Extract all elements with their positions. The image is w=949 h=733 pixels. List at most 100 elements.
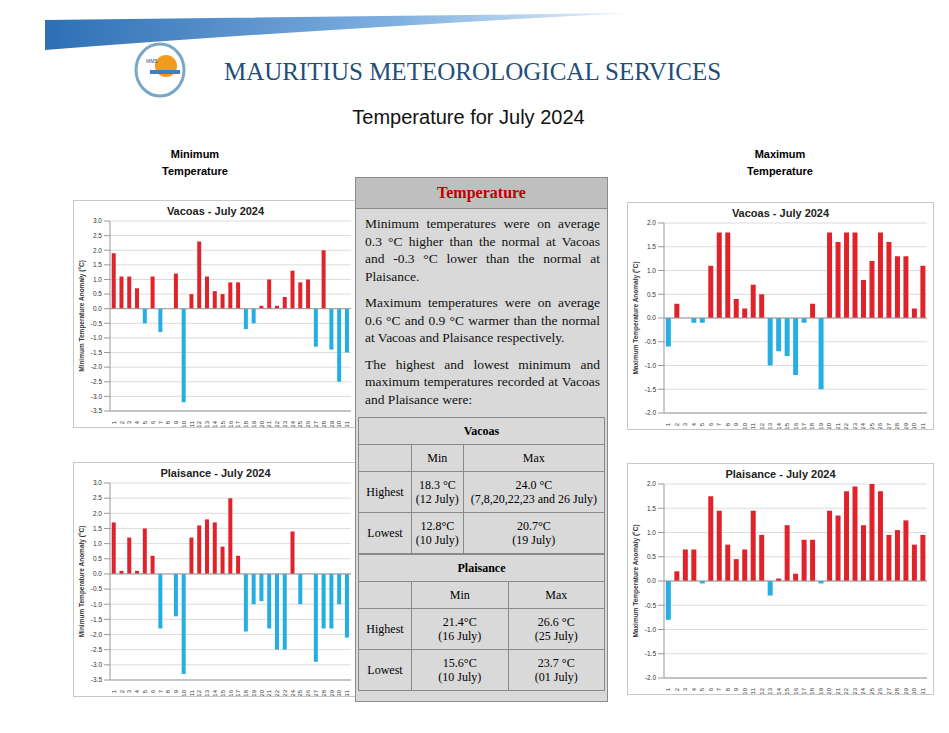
svg-text:30: 30 bbox=[336, 689, 342, 696]
svg-text:27: 27 bbox=[313, 420, 319, 427]
svg-text:-1.0: -1.0 bbox=[645, 626, 657, 633]
svg-text:14: 14 bbox=[776, 422, 782, 429]
svg-text:-1.5: -1.5 bbox=[645, 650, 657, 657]
svg-text:0.5: 0.5 bbox=[93, 555, 102, 562]
svg-text:1.5: 1.5 bbox=[93, 261, 102, 268]
svg-text:25: 25 bbox=[297, 420, 303, 427]
svg-text:-2.0: -2.0 bbox=[645, 674, 657, 681]
svg-text:31: 31 bbox=[920, 422, 926, 429]
svg-text:11: 11 bbox=[189, 420, 195, 427]
svg-text:19: 19 bbox=[251, 689, 257, 696]
svg-text:31: 31 bbox=[920, 687, 926, 694]
svg-text:2: 2 bbox=[674, 422, 680, 426]
svg-text:18: 18 bbox=[809, 422, 815, 429]
svg-text:2.0: 2.0 bbox=[93, 247, 102, 254]
svg-text:25: 25 bbox=[869, 422, 875, 429]
svg-text:MMS: MMS bbox=[146, 58, 158, 64]
svg-text:3: 3 bbox=[682, 687, 688, 691]
svg-text:-1.5: -1.5 bbox=[645, 386, 657, 393]
svg-text:14: 14 bbox=[776, 687, 782, 694]
svg-text:20: 20 bbox=[259, 420, 265, 427]
svg-text:31: 31 bbox=[344, 420, 350, 427]
svg-text:0.5: 0.5 bbox=[647, 291, 656, 298]
svg-text:30: 30 bbox=[911, 687, 917, 694]
svg-text:-1.5: -1.5 bbox=[91, 349, 103, 356]
svg-text:8: 8 bbox=[165, 420, 171, 424]
svg-text:23: 23 bbox=[852, 687, 858, 694]
svg-text:9: 9 bbox=[733, 687, 739, 691]
svg-text:4: 4 bbox=[691, 687, 697, 691]
svg-text:-0.5: -0.5 bbox=[91, 320, 103, 327]
svg-text:23: 23 bbox=[852, 422, 858, 429]
svg-text:15: 15 bbox=[220, 420, 226, 427]
svg-text:20: 20 bbox=[259, 689, 265, 696]
svg-text:21: 21 bbox=[266, 420, 272, 427]
svg-text:28: 28 bbox=[321, 689, 327, 696]
svg-text:31: 31 bbox=[344, 689, 350, 696]
svg-text:21: 21 bbox=[266, 689, 272, 696]
svg-text:13: 13 bbox=[767, 422, 773, 429]
svg-text:21: 21 bbox=[835, 422, 841, 429]
svg-text:2: 2 bbox=[119, 689, 125, 693]
svg-text:0.5: 0.5 bbox=[647, 553, 656, 560]
svg-text:25: 25 bbox=[297, 689, 303, 696]
svg-text:1.0: 1.0 bbox=[647, 267, 656, 274]
svg-text:13: 13 bbox=[204, 689, 210, 696]
svg-text:6: 6 bbox=[150, 420, 156, 424]
svg-text:1: 1 bbox=[665, 687, 671, 691]
svg-text:11: 11 bbox=[750, 422, 756, 429]
svg-text:19: 19 bbox=[251, 420, 257, 427]
svg-text:5: 5 bbox=[142, 420, 148, 424]
svg-text:5: 5 bbox=[699, 422, 705, 426]
svg-text:22: 22 bbox=[843, 687, 849, 694]
svg-text:0.0: 0.0 bbox=[93, 305, 102, 312]
svg-text:30: 30 bbox=[336, 420, 342, 427]
svg-text:2.0: 2.0 bbox=[93, 510, 102, 517]
svg-text:26: 26 bbox=[305, 689, 311, 696]
svg-text:12: 12 bbox=[759, 422, 765, 429]
svg-text:13: 13 bbox=[204, 420, 210, 427]
svg-text:10: 10 bbox=[181, 689, 187, 696]
svg-text:24: 24 bbox=[860, 422, 866, 429]
svg-text:4: 4 bbox=[134, 420, 140, 424]
svg-text:20: 20 bbox=[826, 687, 832, 694]
svg-text:-1.0: -1.0 bbox=[91, 601, 103, 608]
svg-text:3.0: 3.0 bbox=[93, 479, 102, 486]
svg-text:27: 27 bbox=[886, 687, 892, 694]
svg-text:18: 18 bbox=[243, 689, 249, 696]
svg-text:-3.0: -3.0 bbox=[91, 661, 103, 668]
svg-text:Minimum Temperature Anomaly (°: Minimum Temperature Anomaly (°C) bbox=[78, 526, 86, 638]
svg-text:6: 6 bbox=[150, 689, 156, 693]
svg-text:0.0: 0.0 bbox=[93, 570, 102, 577]
svg-text:1: 1 bbox=[665, 422, 671, 426]
svg-text:29: 29 bbox=[903, 687, 909, 694]
svg-text:1.5: 1.5 bbox=[93, 525, 102, 532]
svg-text:10: 10 bbox=[742, 422, 748, 429]
svg-text:26: 26 bbox=[305, 420, 311, 427]
svg-text:15: 15 bbox=[784, 687, 790, 694]
svg-text:2.0: 2.0 bbox=[647, 480, 656, 487]
svg-text:3.0: 3.0 bbox=[93, 217, 102, 224]
svg-text:0.0: 0.0 bbox=[647, 314, 656, 321]
svg-text:27: 27 bbox=[313, 689, 319, 696]
svg-text:6: 6 bbox=[708, 687, 714, 691]
svg-text:-2.5: -2.5 bbox=[91, 378, 103, 385]
svg-text:29: 29 bbox=[329, 689, 335, 696]
svg-text:Maximum Temperature Anomaly (°: Maximum Temperature Anomaly (°C) bbox=[632, 524, 640, 637]
svg-text:-2.0: -2.0 bbox=[91, 363, 103, 370]
svg-text:-2.5: -2.5 bbox=[91, 646, 103, 653]
svg-text:1: 1 bbox=[111, 689, 117, 693]
svg-text:-1.0: -1.0 bbox=[91, 334, 103, 341]
svg-text:16: 16 bbox=[793, 687, 799, 694]
svg-text:19: 19 bbox=[818, 687, 824, 694]
svg-text:5: 5 bbox=[699, 687, 705, 691]
svg-text:2.0: 2.0 bbox=[647, 219, 656, 226]
svg-text:13: 13 bbox=[767, 687, 773, 694]
svg-text:25: 25 bbox=[869, 687, 875, 694]
svg-text:24: 24 bbox=[860, 687, 866, 694]
svg-text:1.0: 1.0 bbox=[647, 529, 656, 536]
svg-text:-3.0: -3.0 bbox=[91, 393, 103, 400]
svg-text:-1.5: -1.5 bbox=[91, 616, 103, 623]
svg-text:9: 9 bbox=[173, 689, 179, 693]
svg-text:15: 15 bbox=[784, 422, 790, 429]
